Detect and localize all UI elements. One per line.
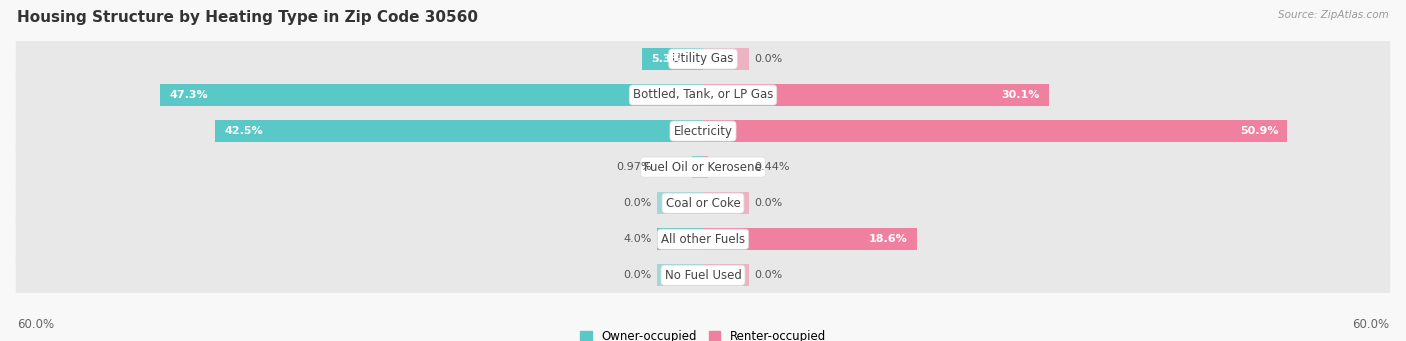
Text: 0.0%: 0.0% [623, 270, 651, 280]
Bar [703, 192, 749, 214]
Bar [703, 48, 749, 70]
Text: 0.97%: 0.97% [616, 162, 651, 172]
Bar [160, 84, 703, 106]
Bar [692, 156, 703, 178]
Text: 60.0%: 60.0% [17, 318, 53, 331]
Text: Fuel Oil or Kerosene: Fuel Oil or Kerosene [644, 161, 762, 174]
Text: 4.0%: 4.0% [623, 234, 651, 244]
Bar [703, 264, 749, 286]
Text: 0.0%: 0.0% [755, 198, 783, 208]
Text: 0.44%: 0.44% [755, 162, 790, 172]
Text: Utility Gas: Utility Gas [672, 53, 734, 65]
Text: 5.3%: 5.3% [651, 54, 682, 64]
Bar [703, 228, 917, 250]
Text: Bottled, Tank, or LP Gas: Bottled, Tank, or LP Gas [633, 89, 773, 102]
Text: 0.0%: 0.0% [623, 198, 651, 208]
Text: Housing Structure by Heating Type in Zip Code 30560: Housing Structure by Heating Type in Zip… [17, 10, 478, 25]
Bar [703, 84, 1049, 106]
FancyBboxPatch shape [15, 109, 1391, 153]
Text: Source: ZipAtlas.com: Source: ZipAtlas.com [1278, 10, 1389, 20]
FancyBboxPatch shape [15, 253, 1391, 297]
FancyBboxPatch shape [15, 37, 1391, 81]
Bar [657, 192, 703, 214]
Bar [703, 156, 709, 178]
Text: 60.0%: 60.0% [1353, 318, 1389, 331]
Bar [657, 228, 703, 250]
FancyBboxPatch shape [15, 73, 1391, 117]
FancyBboxPatch shape [15, 217, 1391, 261]
Text: 30.1%: 30.1% [1001, 90, 1039, 100]
FancyBboxPatch shape [15, 181, 1391, 225]
Text: All other Fuels: All other Fuels [661, 233, 745, 246]
Bar [657, 264, 703, 286]
Legend: Owner-occupied, Renter-occupied: Owner-occupied, Renter-occupied [579, 330, 827, 341]
Text: 0.0%: 0.0% [755, 270, 783, 280]
Text: 0.0%: 0.0% [755, 54, 783, 64]
Bar [703, 120, 1288, 142]
Text: 50.9%: 50.9% [1240, 126, 1278, 136]
FancyBboxPatch shape [15, 145, 1391, 189]
Text: 47.3%: 47.3% [169, 90, 208, 100]
Bar [643, 48, 703, 70]
Bar [215, 120, 703, 142]
Text: 18.6%: 18.6% [869, 234, 907, 244]
Text: 42.5%: 42.5% [224, 126, 263, 136]
Text: Electricity: Electricity [673, 124, 733, 137]
Text: Coal or Coke: Coal or Coke [665, 197, 741, 210]
Text: No Fuel Used: No Fuel Used [665, 269, 741, 282]
